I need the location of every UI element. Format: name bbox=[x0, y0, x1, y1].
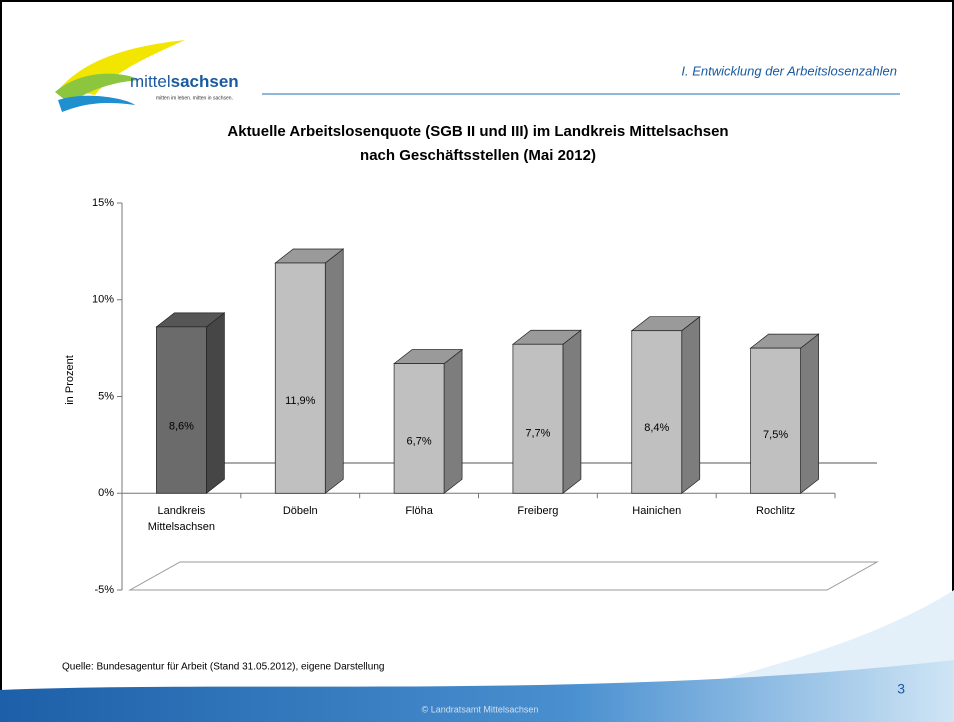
page-number: 3 bbox=[897, 681, 905, 697]
bar-side bbox=[324, 248, 344, 494]
x-tick-label: Döbeln bbox=[282, 505, 318, 518]
data-label: 7,5% bbox=[763, 429, 788, 441]
x-tick-label: Landkreis Mittelsachsen bbox=[147, 505, 216, 534]
bar-side bbox=[562, 329, 582, 494]
data-label: 8,4% bbox=[644, 422, 669, 434]
floor bbox=[128, 561, 879, 591]
bar-side bbox=[681, 315, 701, 494]
footer-band bbox=[0, 660, 954, 722]
source: Quelle: Bundesagentur für Arbeit (Stand … bbox=[62, 662, 384, 673]
logo-bold: sachsen bbox=[171, 72, 239, 91]
bar bbox=[156, 326, 207, 494]
data-label: 8,6% bbox=[169, 421, 194, 433]
chart-title: nach Geschäftsstellen (Mai 2012) bbox=[360, 147, 596, 164]
logo-blue bbox=[58, 95, 135, 112]
bar bbox=[393, 363, 445, 494]
data-label: 6,7% bbox=[407, 435, 432, 447]
chart-title: Aktuelle Arbeitslosenquote (SGB II und I… bbox=[227, 123, 728, 140]
y-tick-label: 10% bbox=[92, 294, 114, 306]
y-tick-label: -5% bbox=[94, 584, 114, 596]
bar-side bbox=[206, 312, 225, 494]
bar bbox=[274, 262, 326, 494]
x-tick-label: Freiberg bbox=[517, 505, 559, 518]
logo-text: mittelsachsen bbox=[130, 72, 239, 91]
data-label: 11,9% bbox=[285, 395, 316, 407]
y-tick-label: 15% bbox=[92, 197, 114, 209]
data-label: 7,7% bbox=[525, 428, 550, 440]
bar bbox=[631, 330, 683, 494]
y-tick-label: 5% bbox=[98, 390, 114, 402]
x-tick-label: Hainichen bbox=[632, 505, 682, 518]
copyright: © Landratsamt Mittelsachsen bbox=[422, 704, 539, 714]
y-tick-label: 0% bbox=[98, 487, 114, 499]
x-tick-label: Rochlitz bbox=[756, 505, 796, 518]
logo-tagline: mitten im leben. mitten in sachsen. bbox=[156, 95, 233, 101]
bar-side bbox=[800, 333, 819, 494]
y-axis-label: in Prozent bbox=[64, 355, 76, 405]
bar bbox=[750, 347, 801, 494]
bar-side bbox=[443, 348, 463, 494]
logo-light: mittel bbox=[130, 72, 171, 91]
x-tick-label: Flöha bbox=[405, 505, 433, 518]
section-title: I. Entwicklung der Arbeitslosenzahlen bbox=[681, 63, 897, 78]
bar bbox=[512, 343, 564, 494]
